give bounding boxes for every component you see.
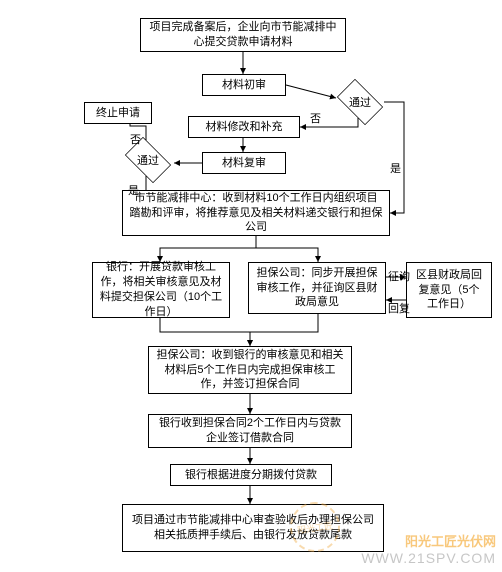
node-n1: 项目完成备案后，企业向市节能减排中心提交贷款申请材料 bbox=[140, 18, 346, 52]
watermark: 阳光工匠光伏网 WWW.21SPV.COM bbox=[361, 531, 496, 566]
node-n3: 材料修改和补充 bbox=[188, 116, 300, 138]
node-n7: 银行：开展贷款审核工作，将相关审核意见及材料提交担保公司（10个工作日） bbox=[92, 262, 230, 318]
node-d1: 通过 bbox=[332, 84, 388, 120]
edge-label-7: 是 bbox=[390, 160, 401, 176]
node-n6: 市节能减排中心：收到材料10个工作日内组织项目踏勘和评审，将推荐意见及相关材料递… bbox=[122, 190, 390, 236]
node-n4-text: 材料复审 bbox=[222, 156, 266, 171]
node-n12: 银行根据进度分期拨付贷款 bbox=[170, 464, 332, 486]
node-n7-text: 银行：开展贷款审核工作，将相关审核意见及材料提交担保公司（10个工作日） bbox=[99, 260, 223, 319]
watermark-text: 阳光工匠光伏网 bbox=[361, 531, 496, 550]
edge-label-6: 是 bbox=[128, 182, 139, 198]
node-n3-text: 材料修改和补充 bbox=[206, 120, 283, 135]
node-n2-text: 材料初审 bbox=[222, 78, 266, 93]
node-n12-text: 银行根据进度分期拨付贷款 bbox=[185, 468, 317, 483]
edge-14 bbox=[250, 314, 318, 346]
node-n9-text: 区县财政局回复意见（5个工作日） bbox=[413, 268, 485, 313]
node-n5-text: 终止申请 bbox=[96, 106, 140, 121]
watermark-stamp-text: 阳光工匠 bbox=[296, 518, 333, 536]
node-n10-text: 担保公司：收到银行的审核意见和相关材料后5个工作日内完成担保审核工作，并签订担保… bbox=[155, 348, 345, 393]
node-n8-text: 担保公司：同步开展担保审核工作，并征询区县财政局意见 bbox=[255, 266, 379, 311]
node-d2-text: 通过 bbox=[137, 152, 159, 168]
edge-13 bbox=[160, 318, 250, 346]
node-n10: 担保公司：收到银行的审核意见和相关材料后5个工作日内完成担保审核工作，并签订担保… bbox=[148, 346, 352, 394]
edge-label-2: 否 bbox=[310, 110, 321, 126]
node-n1-text: 项目完成备案后，企业向市节能减排中心提交贷款申请材料 bbox=[147, 20, 339, 50]
node-n6-text: 市节能减排中心：收到材料10个工作日内组织项目踏勘和评审，将推荐意见及相关材料递… bbox=[129, 191, 383, 236]
edge-label-5: 否 bbox=[130, 131, 141, 147]
edge-10 bbox=[256, 248, 318, 262]
node-n11: 银行收到担保合同2个工作日内与贷款企业签订借款合同 bbox=[148, 414, 352, 448]
node-n8: 担保公司：同步开展担保审核工作，并征询区县财政局意见 bbox=[248, 262, 386, 314]
edge-1 bbox=[286, 85, 336, 98]
edge-label-12: 回复 bbox=[388, 300, 410, 316]
node-n4: 材料复审 bbox=[202, 152, 286, 174]
node-n2: 材料初审 bbox=[202, 74, 286, 96]
node-n5: 终止申请 bbox=[84, 102, 152, 124]
node-d2: 通过 bbox=[120, 142, 176, 178]
node-n9: 区县财政局回复意见（5个工作日） bbox=[406, 262, 492, 318]
watermark-url: WWW.21SPV.COM bbox=[361, 550, 496, 566]
node-d1-text: 通过 bbox=[349, 94, 371, 110]
edge-label-11: 征询 bbox=[388, 268, 410, 284]
node-n13: 项目通过市节能减排中心审查验收后办理担保公司相关抵质押手续后、由银行发放贷款尾款 bbox=[122, 504, 384, 552]
node-n11-text: 银行收到担保合同2个工作日内与贷款企业签订借款合同 bbox=[155, 416, 345, 446]
